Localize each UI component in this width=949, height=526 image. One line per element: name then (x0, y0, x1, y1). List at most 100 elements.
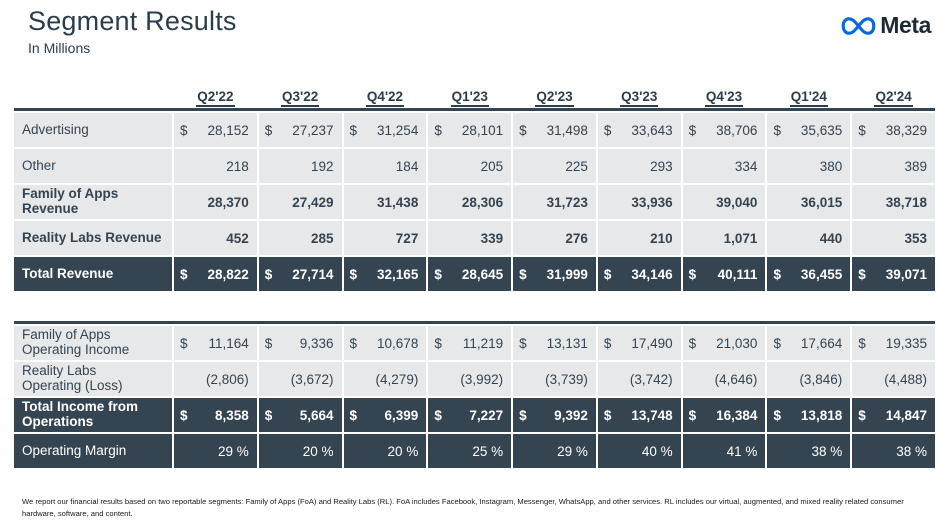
cell-value: 28,370 (207, 194, 249, 210)
table-cell: $40,111 (682, 257, 766, 292)
table-row: Total Revenue $28,822 $27,714 $32,165 $28,64… (14, 257, 935, 292)
table-cell: $9,336 (258, 326, 342, 361)
slide-header: Segment Results In Millions Meta (0, 0, 949, 56)
cell-value: 20 % (387, 443, 419, 459)
cell-value: 36,015 (800, 194, 843, 210)
dollar-sign: $ (349, 335, 358, 351)
table-cell: (4,488) (852, 362, 935, 397)
cell-value: 353 (904, 230, 927, 246)
cell-value: 389 (904, 158, 927, 174)
table-cell: (3,672) (258, 362, 342, 397)
column-header: Q1'24 (767, 89, 850, 108)
table-cell: $31,999 (513, 257, 596, 292)
table-cell: $14,847 (852, 398, 935, 433)
cell-value: 192 (311, 158, 334, 174)
table-cell: 41 % (682, 434, 766, 469)
table-cell: $33,643 (597, 113, 681, 148)
column-header-label: Q4'22 (365, 89, 405, 108)
table-cell: 1,071 (682, 221, 766, 256)
cell-value: 21,030 (716, 335, 758, 351)
table-cell: 40 % (597, 434, 681, 469)
cell-value: 39,071 (885, 266, 927, 282)
cell-value: 27,429 (292, 194, 334, 210)
dollar-sign: $ (603, 122, 612, 138)
dollar-sign: $ (349, 266, 358, 282)
table-cell: 184 (343, 149, 427, 184)
dollar-sign: $ (264, 266, 273, 282)
cell-value: 28,822 (207, 266, 249, 282)
page-title: Segment Results (28, 6, 237, 36)
table-cell: 38 % (767, 434, 851, 469)
table-cell: 727 (343, 221, 427, 256)
cell-value: 339 (480, 230, 504, 246)
table-cell: $5,664 (258, 398, 342, 433)
dollar-sign: $ (519, 122, 527, 138)
column-header-label: Q4'23 (704, 89, 744, 108)
dollar-sign: $ (434, 407, 442, 423)
cell-value: 334 (734, 158, 758, 174)
table-cell: $7,227 (428, 398, 512, 433)
table-cell: $21,030 (682, 326, 766, 361)
table-cell: 28,306 (428, 185, 512, 220)
dollar-sign: $ (688, 335, 697, 351)
cell-value: (4,488) (884, 371, 927, 387)
cell-value: 20 % (302, 443, 334, 459)
row-label: Reality Labs Operating (Loss) (14, 362, 172, 397)
cell-value: 210 (650, 230, 673, 246)
cell-value: 276 (565, 230, 588, 246)
quarters-header: Q2'22 Q3'22 Q4'22 Q1'23 Q2'23 Q3'23 Q4'23 Q1'24… (14, 82, 935, 108)
column-header-label: Q3'22 (281, 89, 320, 108)
table-cell: 39,040 (682, 185, 766, 220)
table-cell: $13,131 (513, 326, 596, 361)
dollar-sign: $ (264, 335, 273, 351)
cell-value: 38,706 (716, 122, 758, 138)
cell-value: 17,664 (800, 335, 843, 351)
column-header-label: Q2'22 (196, 89, 235, 108)
column-header-label: Q1'24 (789, 89, 828, 108)
table-cell: $39,071 (852, 257, 935, 292)
table-cell: $36,455 (767, 257, 851, 292)
table-cell: $35,635 (767, 113, 851, 148)
column-header: Q4'23 (683, 89, 766, 108)
cell-value: 17,490 (631, 335, 673, 351)
table-cell: $13,748 (597, 398, 681, 433)
dollar-sign: $ (858, 335, 866, 351)
cell-value: 6,399 (384, 407, 419, 423)
table-cell: 452 (174, 221, 257, 256)
row-label: Total Income from Operations (14, 398, 172, 433)
dollar-sign: $ (773, 122, 781, 138)
cell-value: 33,936 (631, 194, 673, 210)
table-cell: (4,646) (682, 362, 766, 397)
table-cell: 285 (258, 221, 342, 256)
table-cell: $27,237 (258, 113, 342, 148)
meta-logo: Meta (840, 12, 931, 39)
table-cell: $31,498 (513, 113, 596, 148)
table-cell: $28,152 (174, 113, 257, 148)
table-cell: $38,706 (682, 113, 766, 148)
table-cell: 36,015 (767, 185, 851, 220)
cell-value: 31,723 (546, 194, 588, 210)
dollar-sign: $ (434, 335, 442, 351)
cell-value: 31,438 (377, 194, 419, 210)
cell-value: 184 (395, 158, 419, 174)
table-cell: $17,490 (597, 326, 681, 361)
title-block: Segment Results In Millions (28, 6, 237, 56)
cell-value: 14,847 (885, 407, 927, 423)
table-cell: (3,742) (597, 362, 681, 397)
cell-value: 10,678 (377, 335, 419, 351)
table-cell: 38,718 (852, 185, 935, 220)
cell-value: (3,739) (545, 371, 588, 387)
table-cell: $16,384 (682, 398, 766, 433)
cell-value: 28,645 (461, 266, 504, 282)
cell-value: (2,806) (205, 371, 249, 387)
dollar-sign: $ (688, 266, 697, 282)
table-cell: $27,714 (258, 257, 342, 292)
cell-value: 29 % (557, 443, 588, 459)
tables-zone: Q2'22 Q3'22 Q4'22 Q1'23 Q2'23 Q3'23 Q4'23 Q1'24… (14, 82, 935, 469)
cell-value: 7,227 (469, 407, 504, 423)
table-row: Operating Margin 29 % 20 % 20 % 25 % 29 % 40 %… (14, 434, 935, 469)
dollar-sign: $ (264, 122, 273, 138)
cell-value: 35,635 (800, 122, 843, 138)
footnote: We report our financial results based on… (22, 497, 904, 518)
cell-value: (4,646) (714, 371, 758, 387)
